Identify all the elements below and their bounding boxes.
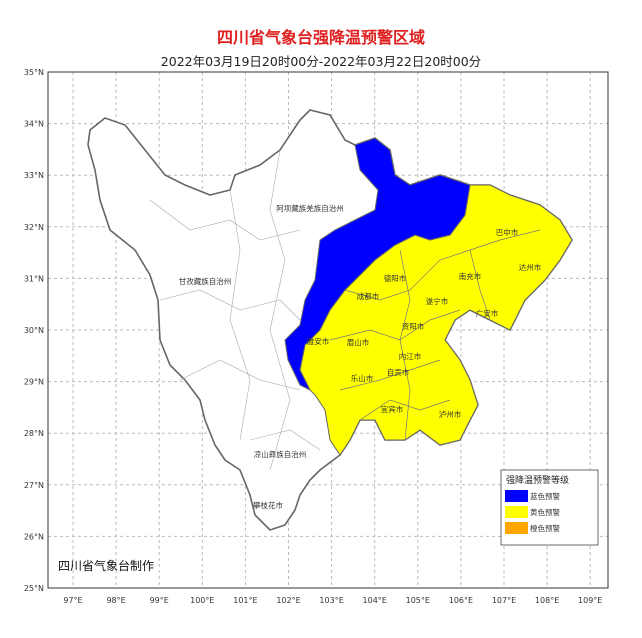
region-label: 阿坝藏族羌族自治州 [276,203,344,213]
region-label: 宜宾市 [381,404,404,414]
latitude-tick-label: 33°N [24,171,44,180]
map-frame [47,71,609,589]
region-label: 攀枝花市 [253,500,283,510]
latitude-tick-label: 26°N [24,532,44,541]
legend-label: 蓝色预警 [530,491,560,501]
longitude-tick-label: 106°E [449,596,473,605]
legend-swatch [505,506,528,518]
longitude-tick-label: 97°E [63,596,82,605]
latitude-tick-label: 35°N [24,68,44,77]
region-label: 巴中市 [496,227,519,237]
region-label: 雅安市 [307,336,330,346]
longitude-tick-label: 103°E [319,596,343,605]
legend-swatch [505,522,528,534]
region-label: 广安市 [476,308,499,318]
region-label: 乐山市 [351,373,374,383]
legend-label: 黄色预警 [530,507,560,517]
region-label: 达州市 [519,262,542,272]
latitude-tick-label: 31°N [24,274,44,283]
longitude-tick-label: 105°E [406,596,430,605]
region-label: 凉山彝族自治州 [254,449,307,459]
region-label: 德阳市 [384,273,407,283]
region-label: 甘孜藏族自治州 [179,276,232,286]
longitude-tick-label: 109°E [578,596,602,605]
region-label: 资阳市 [402,321,425,331]
region-label: 内江市 [399,351,422,361]
latitude-tick-label: 28°N [24,429,44,438]
producer-credit: 四川省气象台制作 [58,558,154,573]
longitude-tick-label: 108°E [535,596,559,605]
blue-warning-area [284,137,471,392]
region-label: 眉山市 [347,337,370,347]
latitude-tick-label: 30°N [24,326,44,335]
longitude-tick-label: 101°E [233,596,257,605]
region-label: 泸州市 [439,409,462,419]
longitude-tick-label: 99°E [150,596,169,605]
longitude-tick-label: 102°E [276,596,300,605]
longitude-tick-label: 98°E [106,596,125,605]
latitude-tick-label: 27°N [24,481,44,490]
latitude-tick-label: 29°N [24,378,44,387]
county-borders [149,149,321,471]
legend-swatch [505,490,528,502]
longitude-tick-label: 104°E [363,596,387,605]
city-borders [329,229,541,441]
longitude-tick-label: 100°E [190,596,214,605]
legend-label: 橙色预警 [530,523,560,533]
latitude-tick-label: 25°N [24,584,44,593]
map-subtitle: 2022年03月19日20时00分-2022年03月22日20时00分 [160,54,482,69]
longitude-tick-label: 107°E [492,596,516,605]
map-title: 四川省气象台强降温预警区域 [216,28,425,47]
legend-title: 强降温预警等级 [506,474,569,486]
region-label: 自贡市 [387,367,410,377]
latitude-tick-label: 34°N [24,120,44,129]
region-label: 遂宁市 [426,296,449,306]
region-label: 成都市 [357,291,380,301]
latitude-tick-label: 32°N [24,223,44,232]
region-label: 南充市 [459,271,482,281]
